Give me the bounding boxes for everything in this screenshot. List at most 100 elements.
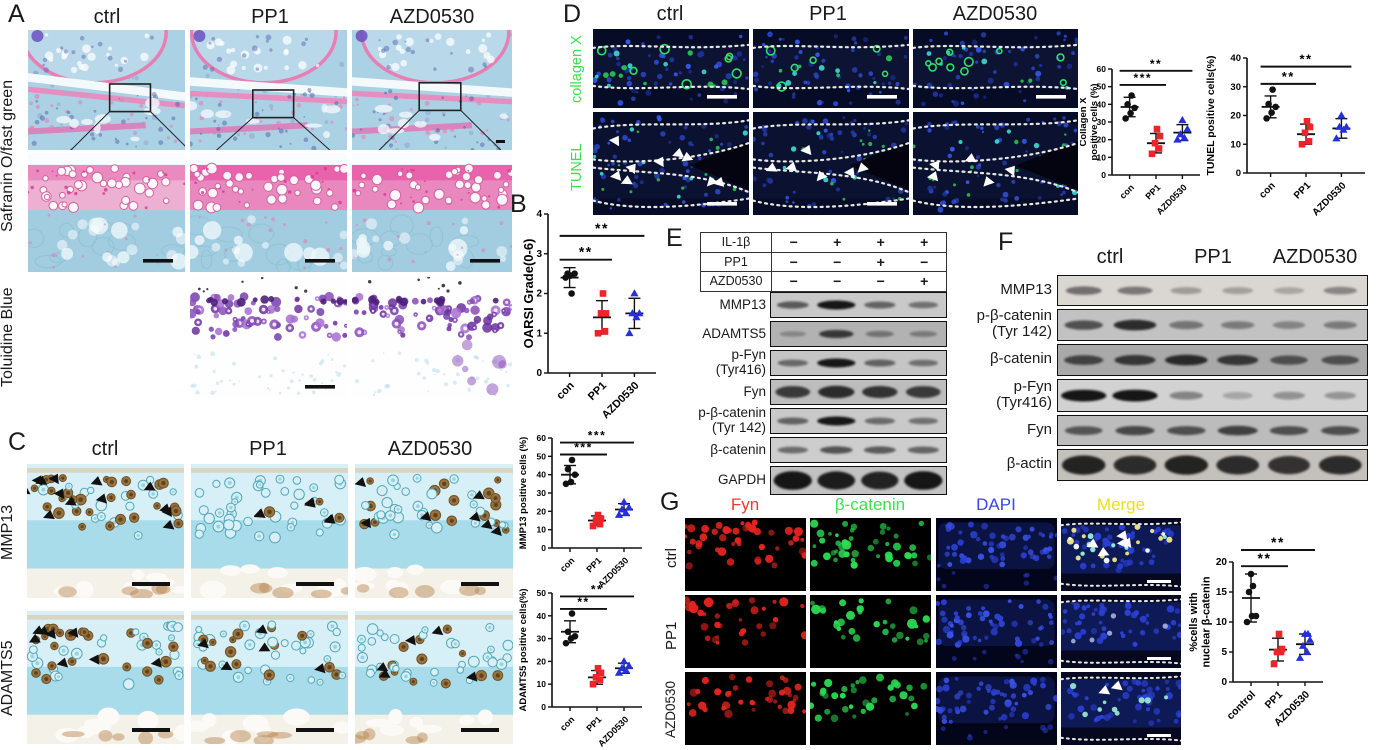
micrograph-adamts5-ihc-pp1	[191, 611, 348, 744]
e-condition-value: +	[876, 234, 885, 250]
mmp13-positive-chart: 0 10 20 30 40 50 60 con PP1 AZD0530 MMP13 positive…	[518, 429, 650, 592]
micrograph-safranin-overview-ctrl	[28, 30, 185, 150]
d-header-ctrl: ctrl	[656, 3, 684, 25]
svg-text:**: **	[591, 584, 603, 596]
micrograph-safranin-zoom-azd	[352, 153, 512, 272]
panel-label-f: F	[998, 228, 1014, 256]
f-blot-4	[1057, 415, 1368, 446]
micrograph-adamts5-ihc-ctrl	[27, 611, 184, 744]
e-condition-name: AZD0530	[701, 272, 772, 291]
svg-text:3: 3	[536, 249, 542, 260]
micrograph-mmp13-ihc-pp1	[191, 464, 348, 598]
oarsi-grade-chart: 0 1 2 3 4 con PP1 AZD0530 OARSI Grade(0-6) ** **	[521, 198, 662, 438]
f-header-pp1: PP1	[1194, 246, 1232, 268]
micrograph-safranin-zoom-pp1	[190, 153, 347, 272]
svg-text:0: 0	[541, 543, 546, 553]
e-blot-5	[770, 437, 947, 463]
svg-text:0: 0	[541, 702, 546, 712]
micrograph-mmp13-ihc-azd	[355, 464, 513, 598]
c-header-ctrl: ctrl	[91, 438, 119, 460]
tunel-positive-chart: 0 10 20 30 40 con PP1 AZD0530 TUNEL positive cel…	[1205, 30, 1381, 228]
e-condition-value: +	[833, 234, 842, 250]
e-blot-label-0: MMP13	[719, 297, 766, 312]
svg-text:40: 40	[537, 470, 547, 480]
e-blot-6	[770, 466, 947, 495]
svg-text:30: 30	[1097, 117, 1107, 127]
svg-text:0: 0	[1236, 168, 1241, 179]
a-header-ctrl: ctrl	[93, 6, 121, 28]
svg-text:20: 20	[537, 656, 547, 666]
svg-text:**: **	[1282, 69, 1295, 84]
e-condition-name: PP1	[701, 252, 772, 271]
svg-text:control: control	[1224, 689, 1258, 723]
e-condition-row-2: AZD0530 − − − +	[701, 272, 946, 291]
e-condition-value: −	[833, 253, 842, 270]
e-blot-label-4: p-β-catenin (Tyr 142)	[698, 405, 766, 435]
micrograph-g-merge-pp1	[1061, 595, 1181, 668]
svg-text:PP1: PP1	[1263, 689, 1286, 712]
e-blot-0	[770, 292, 947, 318]
e-blot-2	[770, 350, 947, 376]
svg-text:1: 1	[536, 328, 542, 339]
svg-text:positive cells (%): positive cells (%)	[1089, 83, 1100, 160]
c-header-azd0530: AZD0530	[387, 438, 473, 460]
panel-label-e: E	[666, 224, 683, 252]
svg-text:MMP13 positive cells (%): MMP13 positive cells (%)	[518, 437, 529, 549]
micrograph-g-dapi-ctrl	[936, 518, 1057, 591]
d-row-label-tunel: TUNEL	[569, 143, 585, 191]
svg-text:AZD0530: AZD0530	[1310, 180, 1348, 218]
a-row-label-toluidine: Toluidine Blue	[0, 287, 16, 387]
micrograph-collagenx-pp1	[753, 29, 909, 108]
f-blot-label-0: MMP13	[1000, 281, 1052, 298]
e-blot-4	[770, 408, 947, 434]
f-header-ctrl: ctrl	[1096, 246, 1124, 268]
g-row-label-azd0530: AZD0530	[663, 680, 678, 738]
panel-label-d: D	[563, 0, 582, 28]
d-header-pp1: PP1	[809, 3, 847, 25]
svg-text:4: 4	[536, 209, 542, 220]
micrograph-g-bcat-ctrl	[810, 518, 931, 591]
e-blot-1	[770, 321, 947, 347]
c-header-pp1: PP1	[249, 438, 287, 460]
d-header-azd0530: AZD0530	[952, 3, 1038, 25]
micrograph-g-dapi-azd	[936, 672, 1057, 745]
f-blot-label-4: Fyn	[1026, 421, 1052, 438]
g-header-fyn: Fyn	[730, 495, 760, 514]
micrograph-toluidine-azd	[352, 277, 512, 398]
svg-text:TUNEL positive cells(%): TUNEL positive cells(%)	[1205, 55, 1217, 175]
svg-text:30: 30	[537, 634, 547, 644]
svg-text:60: 60	[537, 433, 547, 443]
svg-text:**: **	[1150, 57, 1162, 71]
e-condition-value: −	[789, 234, 798, 250]
svg-text:PP1: PP1	[584, 555, 603, 574]
svg-text:PP1: PP1	[1143, 182, 1162, 201]
svg-text:con: con	[1118, 182, 1136, 200]
d-row-label-collagen-x: collagen X	[569, 35, 585, 103]
nuclear-bcatenin-chart: 0 5 10 15 20 control PP1 AZD0530 %cells with nucl…	[1188, 512, 1381, 750]
svg-text:Collagen X: Collagen X	[1080, 97, 1089, 147]
svg-text:2: 2	[536, 289, 542, 300]
svg-text:%cells with: %cells with	[1188, 592, 1200, 652]
f-blot-5	[1057, 449, 1368, 481]
svg-text:**: **	[577, 595, 589, 609]
micrograph-adamts5-ihc-azd	[355, 611, 513, 744]
svg-text:40: 40	[1230, 53, 1241, 64]
e-condition-value: −	[876, 273, 885, 289]
svg-text:con: con	[1257, 180, 1277, 200]
micrograph-collagenx-azd	[913, 29, 1078, 108]
c-row-label-adamts5: ADAMTS5	[0, 640, 16, 716]
svg-text:PP1: PP1	[1292, 180, 1313, 201]
e-condition-value: −	[920, 253, 929, 270]
svg-text:10: 10	[1230, 139, 1241, 150]
f-blot-label-3: p-Fyn (Tyr416)	[996, 378, 1052, 411]
micrograph-safranin-zoom-ctrl	[28, 153, 185, 272]
e-blot-label-3: Fyn	[743, 384, 766, 399]
a-row-label-safranin: Safranin O/fast green	[0, 79, 16, 233]
micrograph-tunel-ctrl	[593, 112, 749, 215]
g-row-label-ctrl: ctrl	[663, 548, 680, 568]
f-blot-1	[1057, 309, 1368, 341]
e-condition-value: +	[920, 234, 929, 250]
micrograph-g-fyn-pp1	[685, 595, 806, 668]
micrograph-g-dapi-pp1	[936, 595, 1057, 668]
